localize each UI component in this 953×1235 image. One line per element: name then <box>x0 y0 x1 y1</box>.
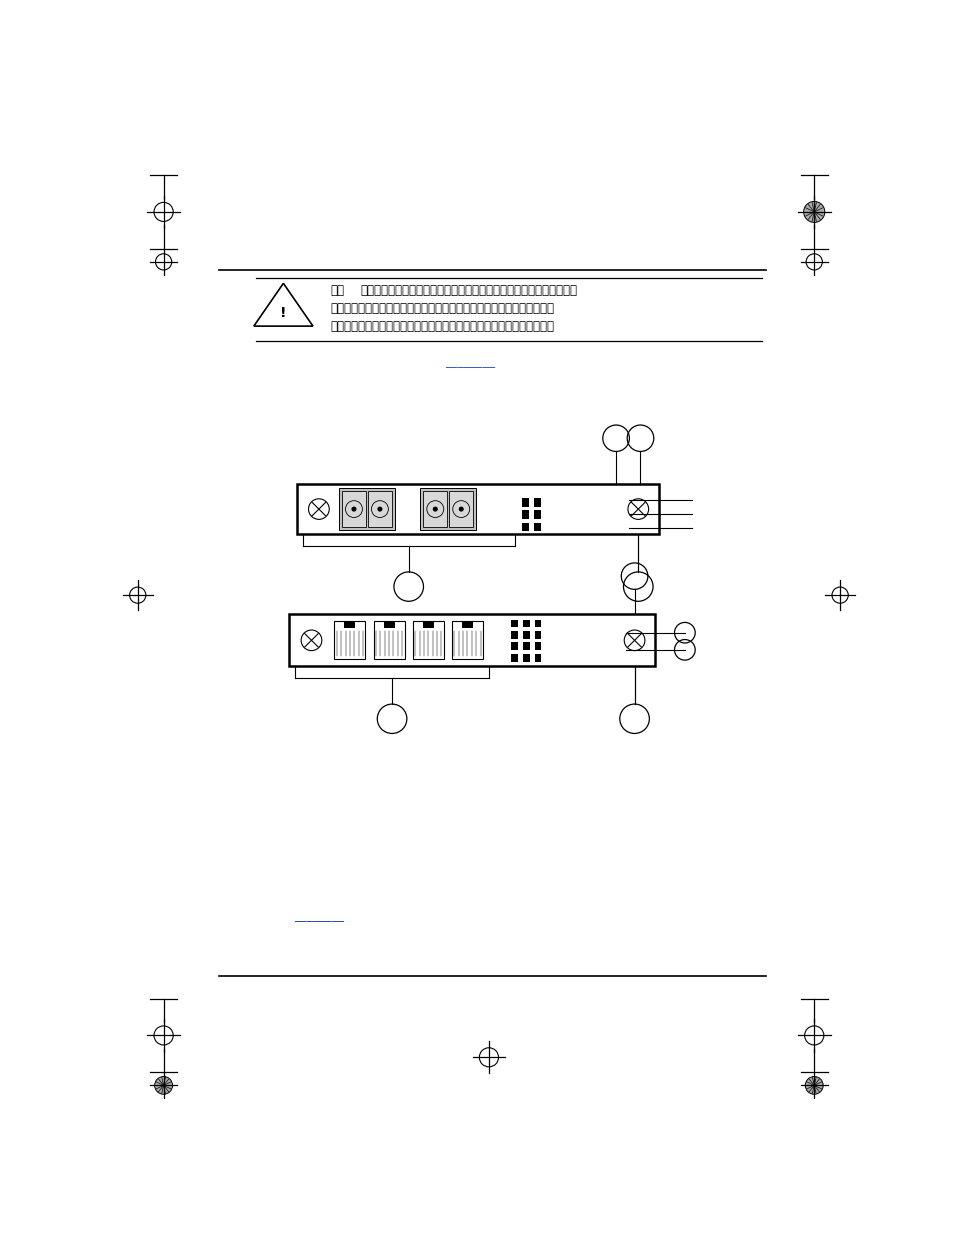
Bar <box>368 492 392 527</box>
Ellipse shape <box>433 506 437 511</box>
Bar <box>534 498 540 506</box>
Bar <box>289 614 655 667</box>
Bar <box>461 621 473 629</box>
Text: !: ! <box>280 306 286 320</box>
Bar <box>511 653 517 662</box>
Bar <box>535 653 541 662</box>
Ellipse shape <box>802 201 824 222</box>
Bar <box>521 510 528 519</box>
Ellipse shape <box>351 506 356 511</box>
Text: 警告: 警告 <box>330 284 344 298</box>
Bar <box>422 621 434 629</box>
Bar <box>521 498 528 506</box>
Bar <box>296 484 659 535</box>
Bar <box>522 653 529 662</box>
Bar <box>449 492 473 527</box>
Text: ________: ________ <box>445 356 495 368</box>
Bar <box>383 621 395 629</box>
Text: 光ファイバ・ケーブルは光源に接続されているものと思ってください。: 光ファイバ・ケーブルは光源に接続されているものと思ってください。 <box>330 320 554 333</box>
Bar <box>344 621 355 629</box>
Bar <box>335 621 365 659</box>
Bar <box>374 621 404 659</box>
Text: ：光ファイバ装置は目に有害なレーザー光や赤外線を放射することが: ：光ファイバ装置は目に有害なレーザー光や赤外線を放射することが <box>360 284 577 298</box>
Text: あります。光ファイバやコネクタ・ポートを覗き込まないでください。: あります。光ファイバやコネクタ・ポートを覗き込まないでください。 <box>330 303 554 315</box>
Bar <box>535 642 541 651</box>
Bar <box>511 620 517 627</box>
Bar <box>413 621 443 659</box>
Bar <box>452 621 482 659</box>
Text: ________: ________ <box>294 909 343 923</box>
Ellipse shape <box>154 1077 172 1094</box>
Bar <box>534 510 540 519</box>
Bar <box>521 522 528 531</box>
Ellipse shape <box>804 1077 822 1094</box>
Ellipse shape <box>458 506 463 511</box>
Bar <box>420 488 476 530</box>
Bar <box>338 488 395 530</box>
Bar <box>522 620 529 627</box>
Ellipse shape <box>377 506 382 511</box>
Bar <box>511 631 517 638</box>
Bar <box>341 492 366 527</box>
Bar <box>535 631 541 638</box>
Bar <box>522 631 529 638</box>
Bar <box>535 620 541 627</box>
Bar <box>511 642 517 651</box>
Bar <box>522 642 529 651</box>
Bar <box>534 522 540 531</box>
Bar <box>423 492 447 527</box>
